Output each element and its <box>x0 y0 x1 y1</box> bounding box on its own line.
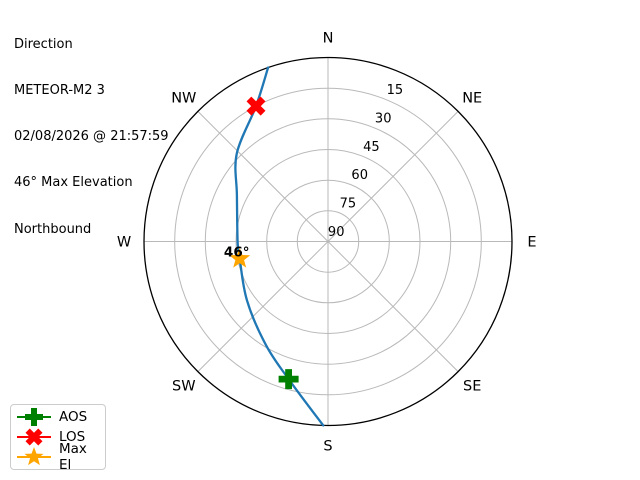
legend-plus-glyph <box>17 408 51 426</box>
los-x-icon <box>15 427 53 447</box>
legend: AOS LOS Max El <box>10 404 106 473</box>
legend-label-los: LOS <box>59 429 86 445</box>
compass-label-n: N <box>323 31 334 47</box>
aos-marker <box>278 369 299 390</box>
max-elevation-annotation: 46° <box>224 245 250 261</box>
elevation-ring-15 <box>174 87 482 396</box>
elevation-ring-30 <box>204 118 452 365</box>
elevation-ring-60 <box>266 179 390 304</box>
legend-item-aos: AOS <box>15 407 101 427</box>
chart-title: Direction <box>14 36 73 52</box>
elevation-tick-label-60: 60 <box>351 168 368 183</box>
los-marker <box>246 96 266 116</box>
pass-timestamp: 02/08/2026 @ 21:57:59 <box>14 129 169 145</box>
legend-item-los: LOS <box>15 427 101 447</box>
pass-direction-text: Northbound <box>14 221 92 237</box>
compass-label-ne: NE <box>462 90 482 106</box>
legend-x-glyph <box>17 428 51 446</box>
max-elevation-text: 46° Max Elevation <box>14 175 133 191</box>
pass-info-block: Direction METEOR-M2 3 02/08/2026 @ 21:57… <box>14 6 169 268</box>
legend-star-glyph <box>17 447 51 466</box>
compass-label-se: SE <box>463 379 481 395</box>
satellite-track <box>234 66 325 427</box>
aos-plus-icon <box>15 407 53 427</box>
compass-label-w: W <box>117 235 131 251</box>
elevation-tick-label-75: 75 <box>340 197 357 212</box>
max-el-star-icon <box>15 447 53 467</box>
legend-label-max-el: Max El <box>59 441 87 473</box>
elevation-ring-75 <box>296 210 360 273</box>
max-el-marker <box>229 247 251 268</box>
compass-label-nw: NW <box>171 90 196 106</box>
satellite-name: METEOR-M2 3 <box>14 83 105 99</box>
legend-item-max-el: Max El <box>15 441 101 473</box>
elevation-ring-45 <box>235 149 421 334</box>
elevation-tick-label-90: 90 <box>328 225 345 240</box>
compass-label-e: E <box>527 235 536 251</box>
compass-label-sw: SW <box>172 379 196 395</box>
legend-label-aos: AOS <box>59 409 88 425</box>
elevation-tick-label-15: 15 <box>387 83 404 98</box>
elevation-tick-label-30: 30 <box>375 112 392 127</box>
compass-label-s: S <box>323 439 332 455</box>
elevation-tick-label-45: 45 <box>363 140 380 155</box>
horizon-circle <box>143 56 513 427</box>
